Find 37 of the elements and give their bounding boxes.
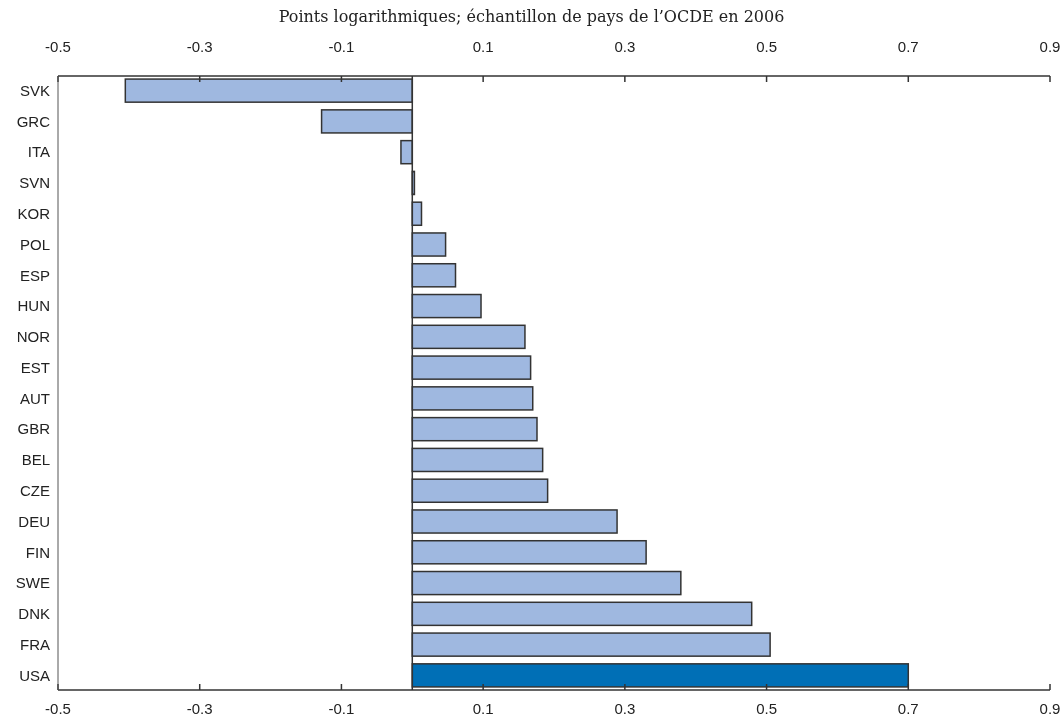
- x-tick-label: -0.5: [45, 700, 71, 717]
- y-tick-label: ITA: [27, 143, 50, 161]
- x2-tick-label: 0.9: [1039, 38, 1061, 55]
- x2-tick-label: 0.7: [897, 38, 919, 55]
- x2-tick-label: -0.5: [45, 38, 71, 55]
- x2-tick-label: 0.5: [756, 38, 777, 55]
- y-tick-label: DNK: [18, 605, 50, 623]
- x-tick-label: -0.1: [328, 700, 355, 717]
- y-tick-label: CZE: [20, 481, 50, 499]
- x-tick-label: 0.7: [897, 700, 919, 717]
- y-tick-label: FIN: [25, 543, 50, 561]
- y-tick-label: FRA: [20, 635, 50, 653]
- y-tick-label: KOR: [17, 204, 51, 222]
- x2-tick-label: -0.1: [328, 38, 355, 55]
- y-tick-label: EST: [20, 358, 50, 376]
- y-tick-label: SVK: [19, 81, 50, 99]
- x-tick-label: 0.3: [614, 700, 636, 717]
- y-tick-label: ESP: [19, 266, 50, 284]
- y-tick-label: GRC: [16, 112, 51, 130]
- y-tick-label: NOR: [16, 328, 51, 346]
- x-tick-label: 0.1: [472, 700, 494, 717]
- x2-tick-label: 0.1: [472, 38, 494, 55]
- x-tick-label: -0.3: [186, 700, 213, 717]
- y-tick-label: BEL: [21, 451, 50, 469]
- y-tick-label: GBR: [17, 420, 51, 438]
- x2-tick-label: 0.3: [614, 38, 636, 55]
- chart-subtitle: Points logarithmiques; échantillon de pays de l’OCDE en 2006: [278, 7, 785, 26]
- y-tick-label: POL: [19, 235, 50, 253]
- x2-tick-label: -0.3: [186, 38, 213, 55]
- x-tick-label: 0.9: [1039, 700, 1061, 717]
- y-tick-label: AUT: [20, 389, 50, 407]
- y-tick-label: DEU: [18, 512, 50, 530]
- x-tick-label: 0.5: [756, 700, 777, 717]
- y-tick-label: USA: [19, 666, 50, 684]
- y-tick-label: SVN: [19, 174, 50, 192]
- y-tick-label: HUN: [17, 297, 50, 315]
- y-tick-label: SWE: [15, 574, 50, 592]
